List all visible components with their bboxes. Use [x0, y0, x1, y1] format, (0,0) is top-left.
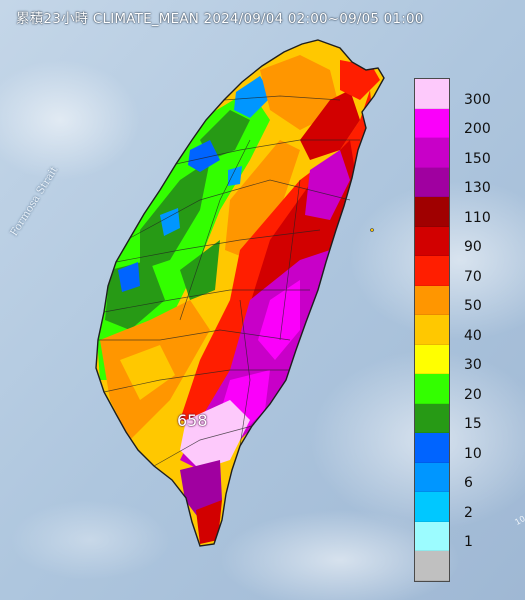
legend-label: 1: [464, 534, 473, 550]
legend-label: 20: [464, 386, 482, 403]
legend-label: 130: [464, 180, 491, 196]
legend-swatch: [415, 256, 449, 286]
legend-label: 6: [464, 475, 473, 491]
legend-swatch: [415, 138, 449, 168]
legend-label: 15: [464, 416, 482, 432]
legend-label: 70: [464, 268, 482, 285]
legend-swatch: [415, 521, 449, 551]
legend-swatch: [415, 285, 449, 315]
legend-swatch: [415, 344, 449, 374]
legend-swatch: [415, 226, 449, 256]
legend-swatch: [415, 551, 449, 581]
legend-label: 30: [464, 357, 482, 373]
legend-label: 110: [464, 209, 491, 226]
legend-label: 90: [464, 239, 482, 255]
legend-swatch: [415, 315, 449, 345]
legend-swatch: [415, 374, 449, 404]
color-legend: [414, 78, 450, 582]
legend-swatch: [415, 79, 449, 109]
legend-swatch: [415, 433, 449, 463]
legend-label: 150: [464, 150, 491, 167]
legend-label: 200: [464, 121, 491, 137]
legend-label: 40: [464, 327, 482, 344]
legend-swatch: [415, 197, 449, 227]
legend-swatch: [415, 403, 449, 433]
legend-swatch: [415, 108, 449, 138]
legend-label: 50: [464, 298, 482, 314]
legend-swatch: [415, 462, 449, 492]
legend-label: 10: [464, 445, 482, 462]
map-title: 累積23小時 CLIMATE_MEAN 2024/09/04 02:00~09/…: [16, 11, 424, 27]
max-rainfall-label: 658: [177, 411, 208, 430]
county-boundaries: [98, 95, 360, 467]
legend-label: 300: [464, 91, 491, 108]
legend-swatch: [415, 167, 449, 197]
legend-swatch: [415, 492, 449, 522]
legend-label: 2: [464, 504, 473, 521]
